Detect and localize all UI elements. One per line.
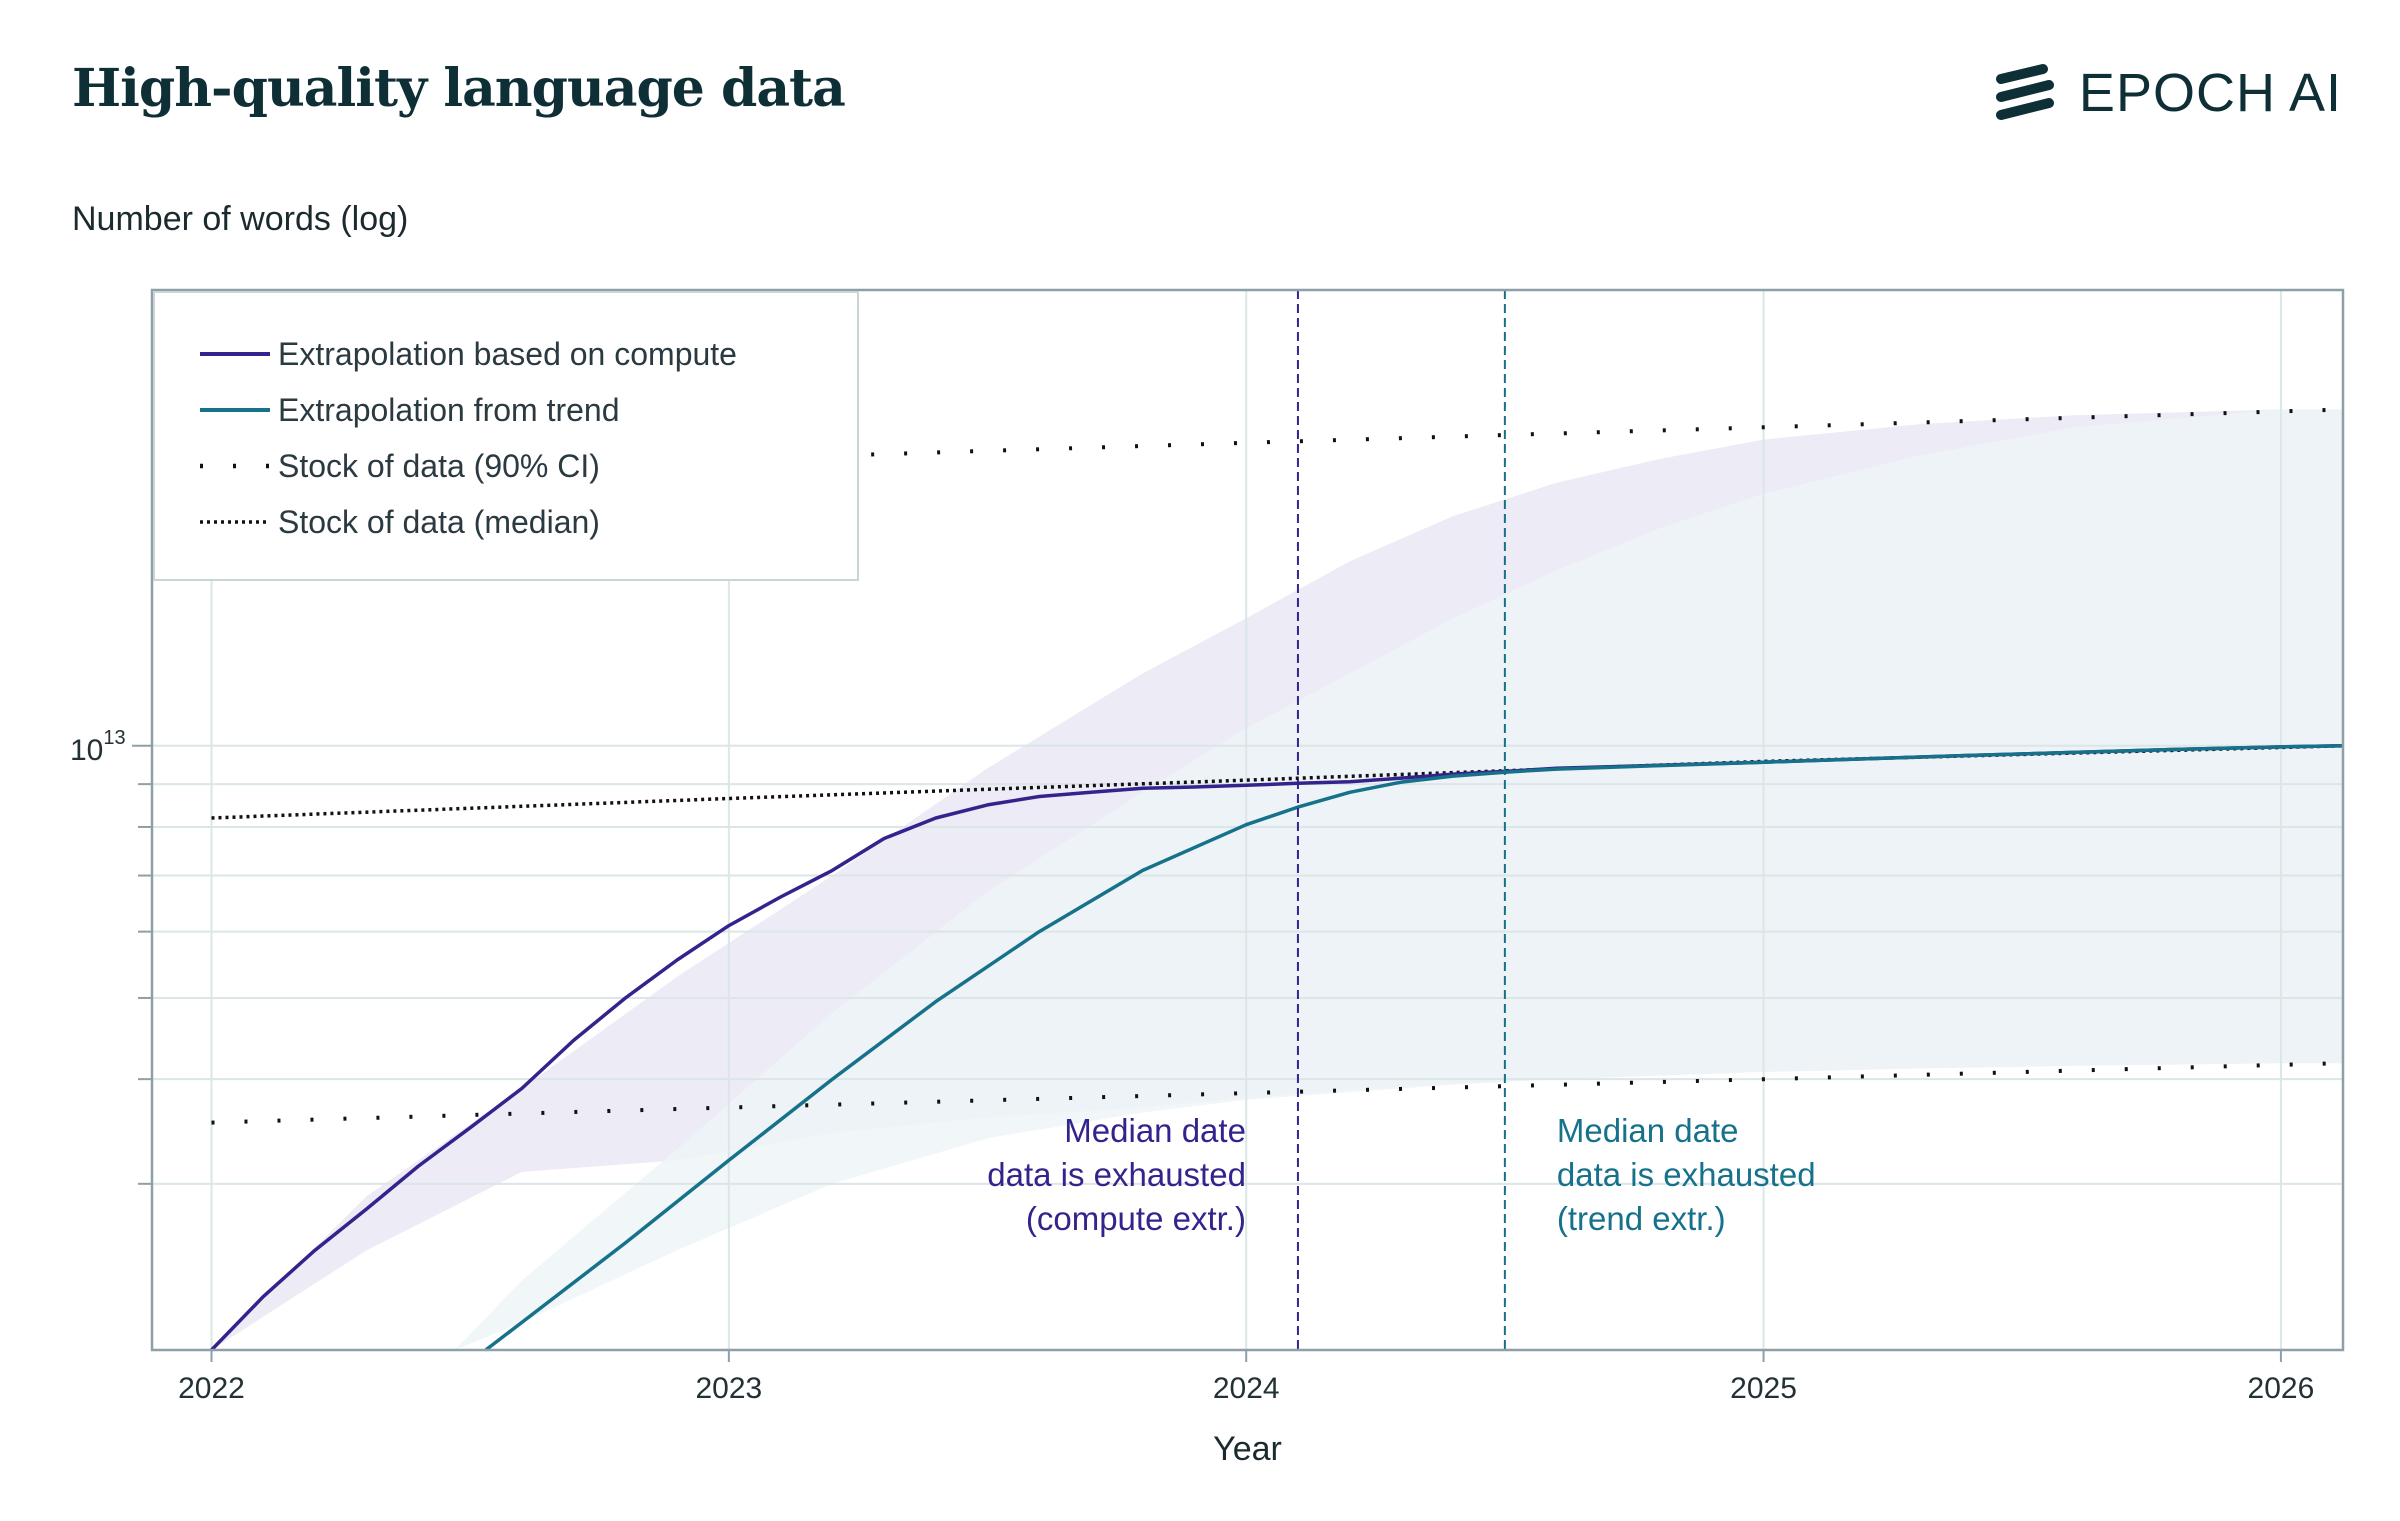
extrapolation-lines xyxy=(210,744,2344,1352)
x-tick-label-2024: 2024 xyxy=(1213,1372,1280,1405)
y-tick-label-base: 10 xyxy=(70,734,103,767)
median-date-lines xyxy=(1296,290,1506,1350)
x-tick-label-2022: 2022 xyxy=(178,1372,245,1405)
y-tick-label-exponent: 13 xyxy=(103,727,125,749)
legend-label-extrapolation-from-trend: Extrapolation from trend xyxy=(278,392,620,428)
annotation-2-line-3: (trend extr.) xyxy=(1557,1200,1726,1237)
confidence-bands xyxy=(211,409,2344,1350)
legend-box xyxy=(153,291,859,581)
legend-label-extrapolation-based-on-compute: Extrapolation based on compute xyxy=(278,336,737,372)
annotation-1-line-3: (compute extr.) xyxy=(1026,1200,1246,1237)
plot-frame xyxy=(150,288,2345,1352)
x-tick-label-2023: 2023 xyxy=(695,1372,762,1405)
axis-ticks: 2022 2023 2024 2025 2026 1013 xyxy=(70,727,2314,1405)
legend-label-stock-of-data-median: Stock of data (median) xyxy=(278,504,600,540)
chart-title: High-quality language data xyxy=(72,58,846,119)
annotation-2-line-2: data is exhausted xyxy=(1557,1156,1816,1193)
x-axis-title: Year xyxy=(1213,1430,1282,1468)
stock-series xyxy=(211,407,2344,1125)
annotations: Median date data is exhausted (compute ext… xyxy=(987,1112,1815,1237)
brand-name: EPOCH AI xyxy=(2078,63,2342,123)
y-axis-title: Number of words (log) xyxy=(72,200,409,238)
x-tick-label-2026: 2026 xyxy=(2248,1372,2315,1405)
legend: Extrapolation based on compute Extrapolat… xyxy=(153,291,859,581)
grid-lines xyxy=(152,290,2343,1350)
legend-label-stock-of-data-90-ci: Stock of data (90% CI) xyxy=(278,448,600,484)
epoch-ai-logo: EPOCH AI xyxy=(1993,58,2342,128)
series-stock-of-data-median xyxy=(211,744,2344,820)
x-tick-label-2025: 2025 xyxy=(1730,1372,1797,1405)
series-extrapolation-from-trend xyxy=(484,744,2344,1352)
band-extrapolation-from-trend xyxy=(454,409,2344,1350)
epoch-logo-icon xyxy=(1995,64,2054,120)
annotation-1-line-2: data is exhausted xyxy=(987,1156,1246,1193)
annotation-2-line-1: Median date xyxy=(1557,1112,1739,1149)
y-tick-label-1e13: 1013 xyxy=(70,727,126,767)
annotation-1-line-1: Median date xyxy=(1064,1112,1246,1149)
